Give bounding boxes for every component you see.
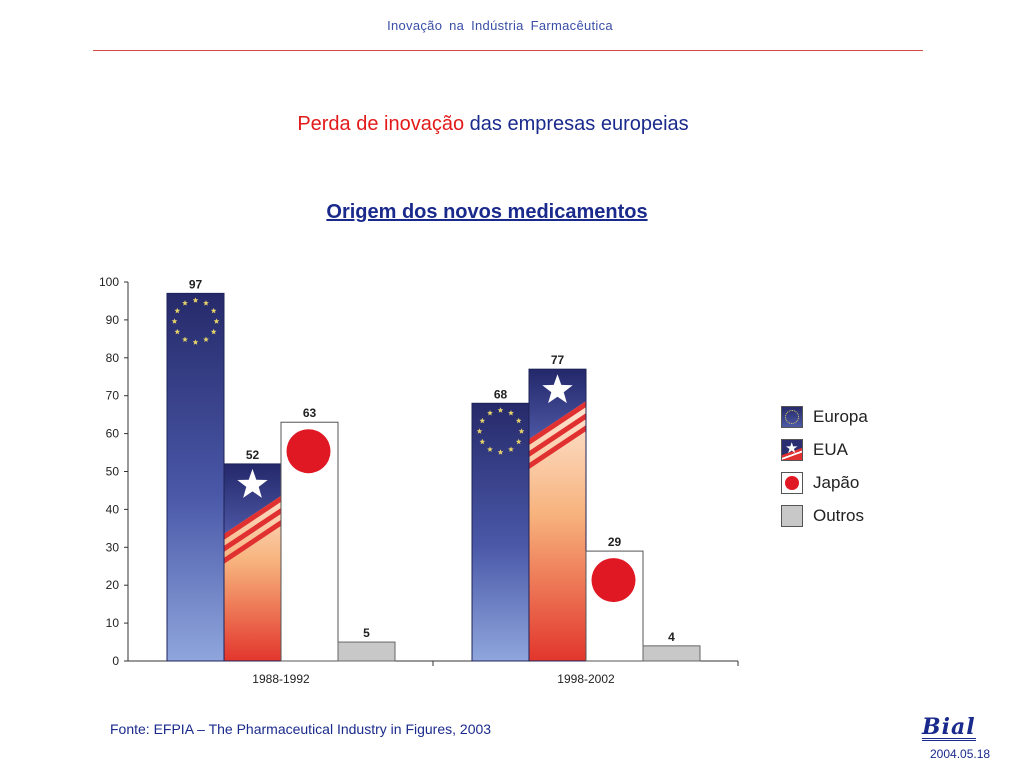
bar-eua [528, 368, 587, 662]
bar-fill [224, 463, 281, 661]
bar-fill [642, 645, 701, 662]
y-tick-label: 70 [106, 389, 120, 403]
eu-star-icon [479, 417, 486, 424]
bar-fill [337, 641, 396, 662]
eu-star-icon [213, 318, 220, 324]
bar-europa [471, 402, 530, 662]
eu-star-icon [174, 307, 181, 314]
source-note: Fonte: EFPIA – The Pharmaceutical Indust… [110, 721, 492, 737]
y-tick-label: 60 [106, 427, 120, 441]
bar-value-label: 68 [494, 387, 508, 401]
header-rule [93, 50, 923, 51]
bar-value-label: 5 [363, 626, 370, 640]
y-tick-label: 100 [99, 275, 119, 289]
eu-star-icon [171, 318, 178, 324]
y-tick-label: 90 [106, 313, 120, 327]
eu-star-icon [497, 449, 504, 455]
y-tick-label: 80 [106, 351, 120, 365]
us-star-icon [237, 468, 268, 498]
bar-japao [585, 550, 644, 662]
usa-flag-icon: ★ [781, 438, 803, 461]
bar-outros [337, 641, 396, 662]
legend-label-japao: Japão [813, 472, 860, 492]
legend-label-europa: Europa [813, 406, 868, 426]
eu-star-icon [487, 446, 493, 452]
bar-value-label: 29 [608, 535, 622, 549]
europa-flag-icon [781, 405, 803, 428]
eu-star-icon [497, 407, 504, 413]
chart-title: Origem dos novos medicamentos [326, 201, 648, 223]
y-tick-label: 30 [106, 540, 120, 554]
legend-label-eua: EUA [813, 439, 848, 459]
bar-value-label: 63 [303, 406, 317, 420]
slide-title: Perda de inovação das empresas europeias [0, 113, 986, 136]
legend-item-europa: Europa [781, 400, 901, 433]
bar-fill [529, 369, 586, 661]
eu-star-icon [203, 336, 209, 342]
bar-value-label: 97 [189, 277, 203, 291]
legend-item-outros: Outros [781, 499, 901, 532]
eu-star-icon [174, 328, 181, 335]
eu-star-icon [518, 428, 525, 434]
eu-star-icon [210, 307, 217, 314]
japan-sun-icon [591, 558, 636, 603]
bar-fill [166, 292, 225, 662]
y-tick-label: 40 [106, 502, 120, 516]
footer-date: 2004.05.18 [930, 747, 991, 761]
us-star-icon [542, 374, 573, 404]
eu-star-icon [192, 339, 199, 345]
bar-japao [280, 421, 339, 662]
eu-star-icon [182, 300, 188, 306]
japan-flag-icon [781, 471, 803, 494]
header-title: Inovação na Indústria Farmacêutica [387, 18, 613, 33]
chart-legend: Europa ★ EUA Japão Outros [781, 400, 901, 532]
eu-star-icon [210, 328, 217, 335]
eu-star-icon [182, 336, 188, 342]
outros-swatch-icon [781, 504, 803, 527]
bial-logo: Bial [922, 714, 976, 741]
bar-value-label: 52 [246, 448, 260, 462]
eu-star-icon [515, 417, 522, 424]
y-tick-label: 0 [112, 654, 119, 668]
eu-star-icon [515, 438, 522, 445]
bar-value-label: 77 [551, 353, 565, 367]
x-category-label: 1998-2002 [557, 672, 615, 686]
x-category-label: 1988-1992 [252, 672, 310, 686]
eu-star-icon [508, 410, 514, 416]
eu-star-icon [203, 300, 209, 306]
bar-fill [471, 402, 530, 662]
y-tick-label: 10 [106, 616, 120, 630]
japan-sun-icon [286, 429, 331, 474]
y-tick-label: 20 [106, 578, 120, 592]
legend-item-eua: ★ EUA [781, 433, 901, 466]
bar-value-label: 4 [668, 630, 675, 644]
slide-title-blue: das empresas europeias [464, 113, 689, 135]
legend-item-japao: Japão [781, 466, 901, 499]
eu-star-icon [508, 446, 514, 452]
legend-label-outros: Outros [813, 505, 865, 525]
eu-star-icon [487, 410, 493, 416]
eu-star-icon [192, 297, 199, 303]
slide-title-red: Perda de inovação [297, 113, 465, 135]
bar-outros [642, 645, 701, 662]
eu-star-icon [479, 438, 486, 445]
bar-eua [223, 463, 282, 662]
y-tick-label: 50 [106, 465, 120, 479]
bar-europa [166, 292, 225, 662]
eu-star-icon [476, 428, 483, 434]
